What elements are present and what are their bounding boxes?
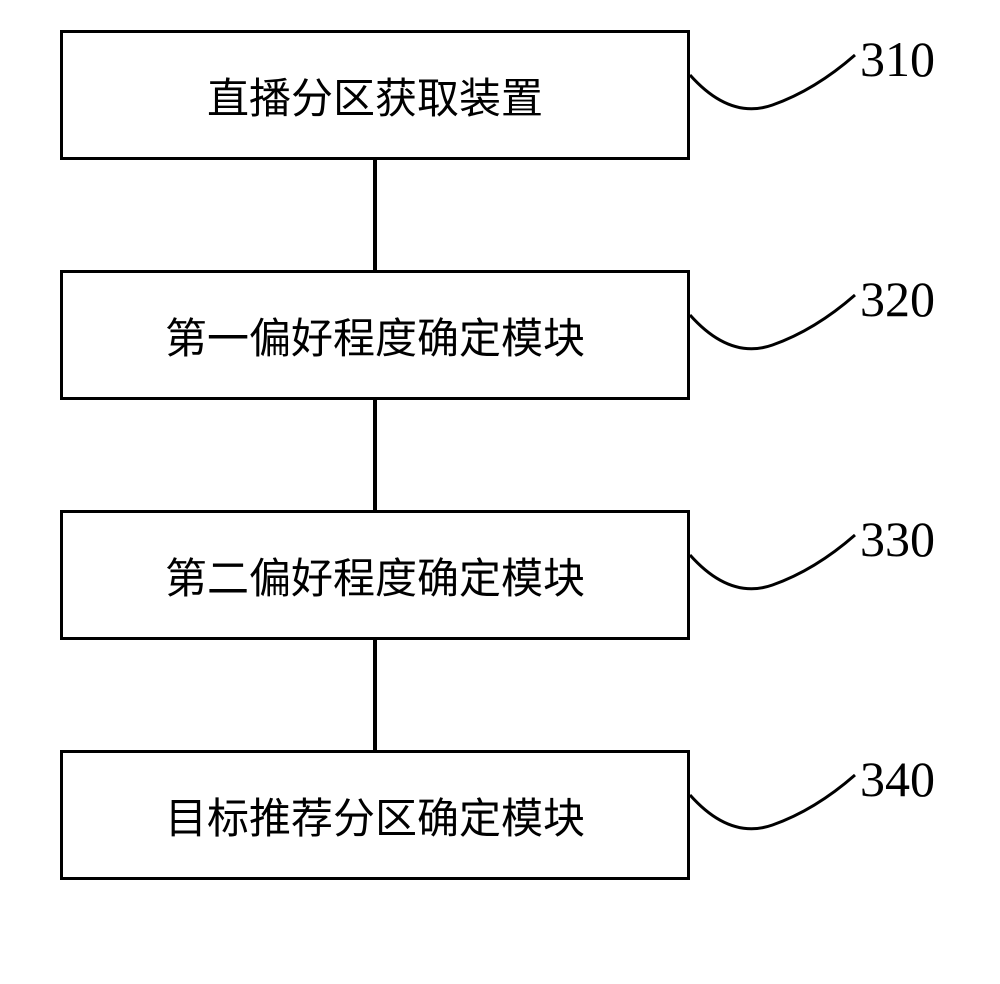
connector-line-2 (373, 400, 377, 510)
block-label: 直播分区获取装置 (207, 65, 543, 126)
connector-line-3 (373, 640, 377, 750)
callout-label-3: 330 (860, 510, 935, 568)
flowchart-block-1: 直播分区获取装置 (60, 30, 690, 160)
callout-label-1: 310 (860, 30, 935, 88)
flowchart-block-2: 第一偏好程度确定模块 (60, 270, 690, 400)
flowchart-block-4: 目标推荐分区确定模块 (60, 750, 690, 880)
block-label: 目标推荐分区确定模块 (165, 785, 585, 846)
callout-label-2: 320 (860, 270, 935, 328)
callout-label-4: 340 (860, 750, 935, 808)
block-label: 第一偏好程度确定模块 (165, 305, 585, 366)
flowchart-block-3: 第二偏好程度确定模块 (60, 510, 690, 640)
block-label: 第二偏好程度确定模块 (165, 545, 585, 606)
connector-line-1 (373, 160, 377, 270)
